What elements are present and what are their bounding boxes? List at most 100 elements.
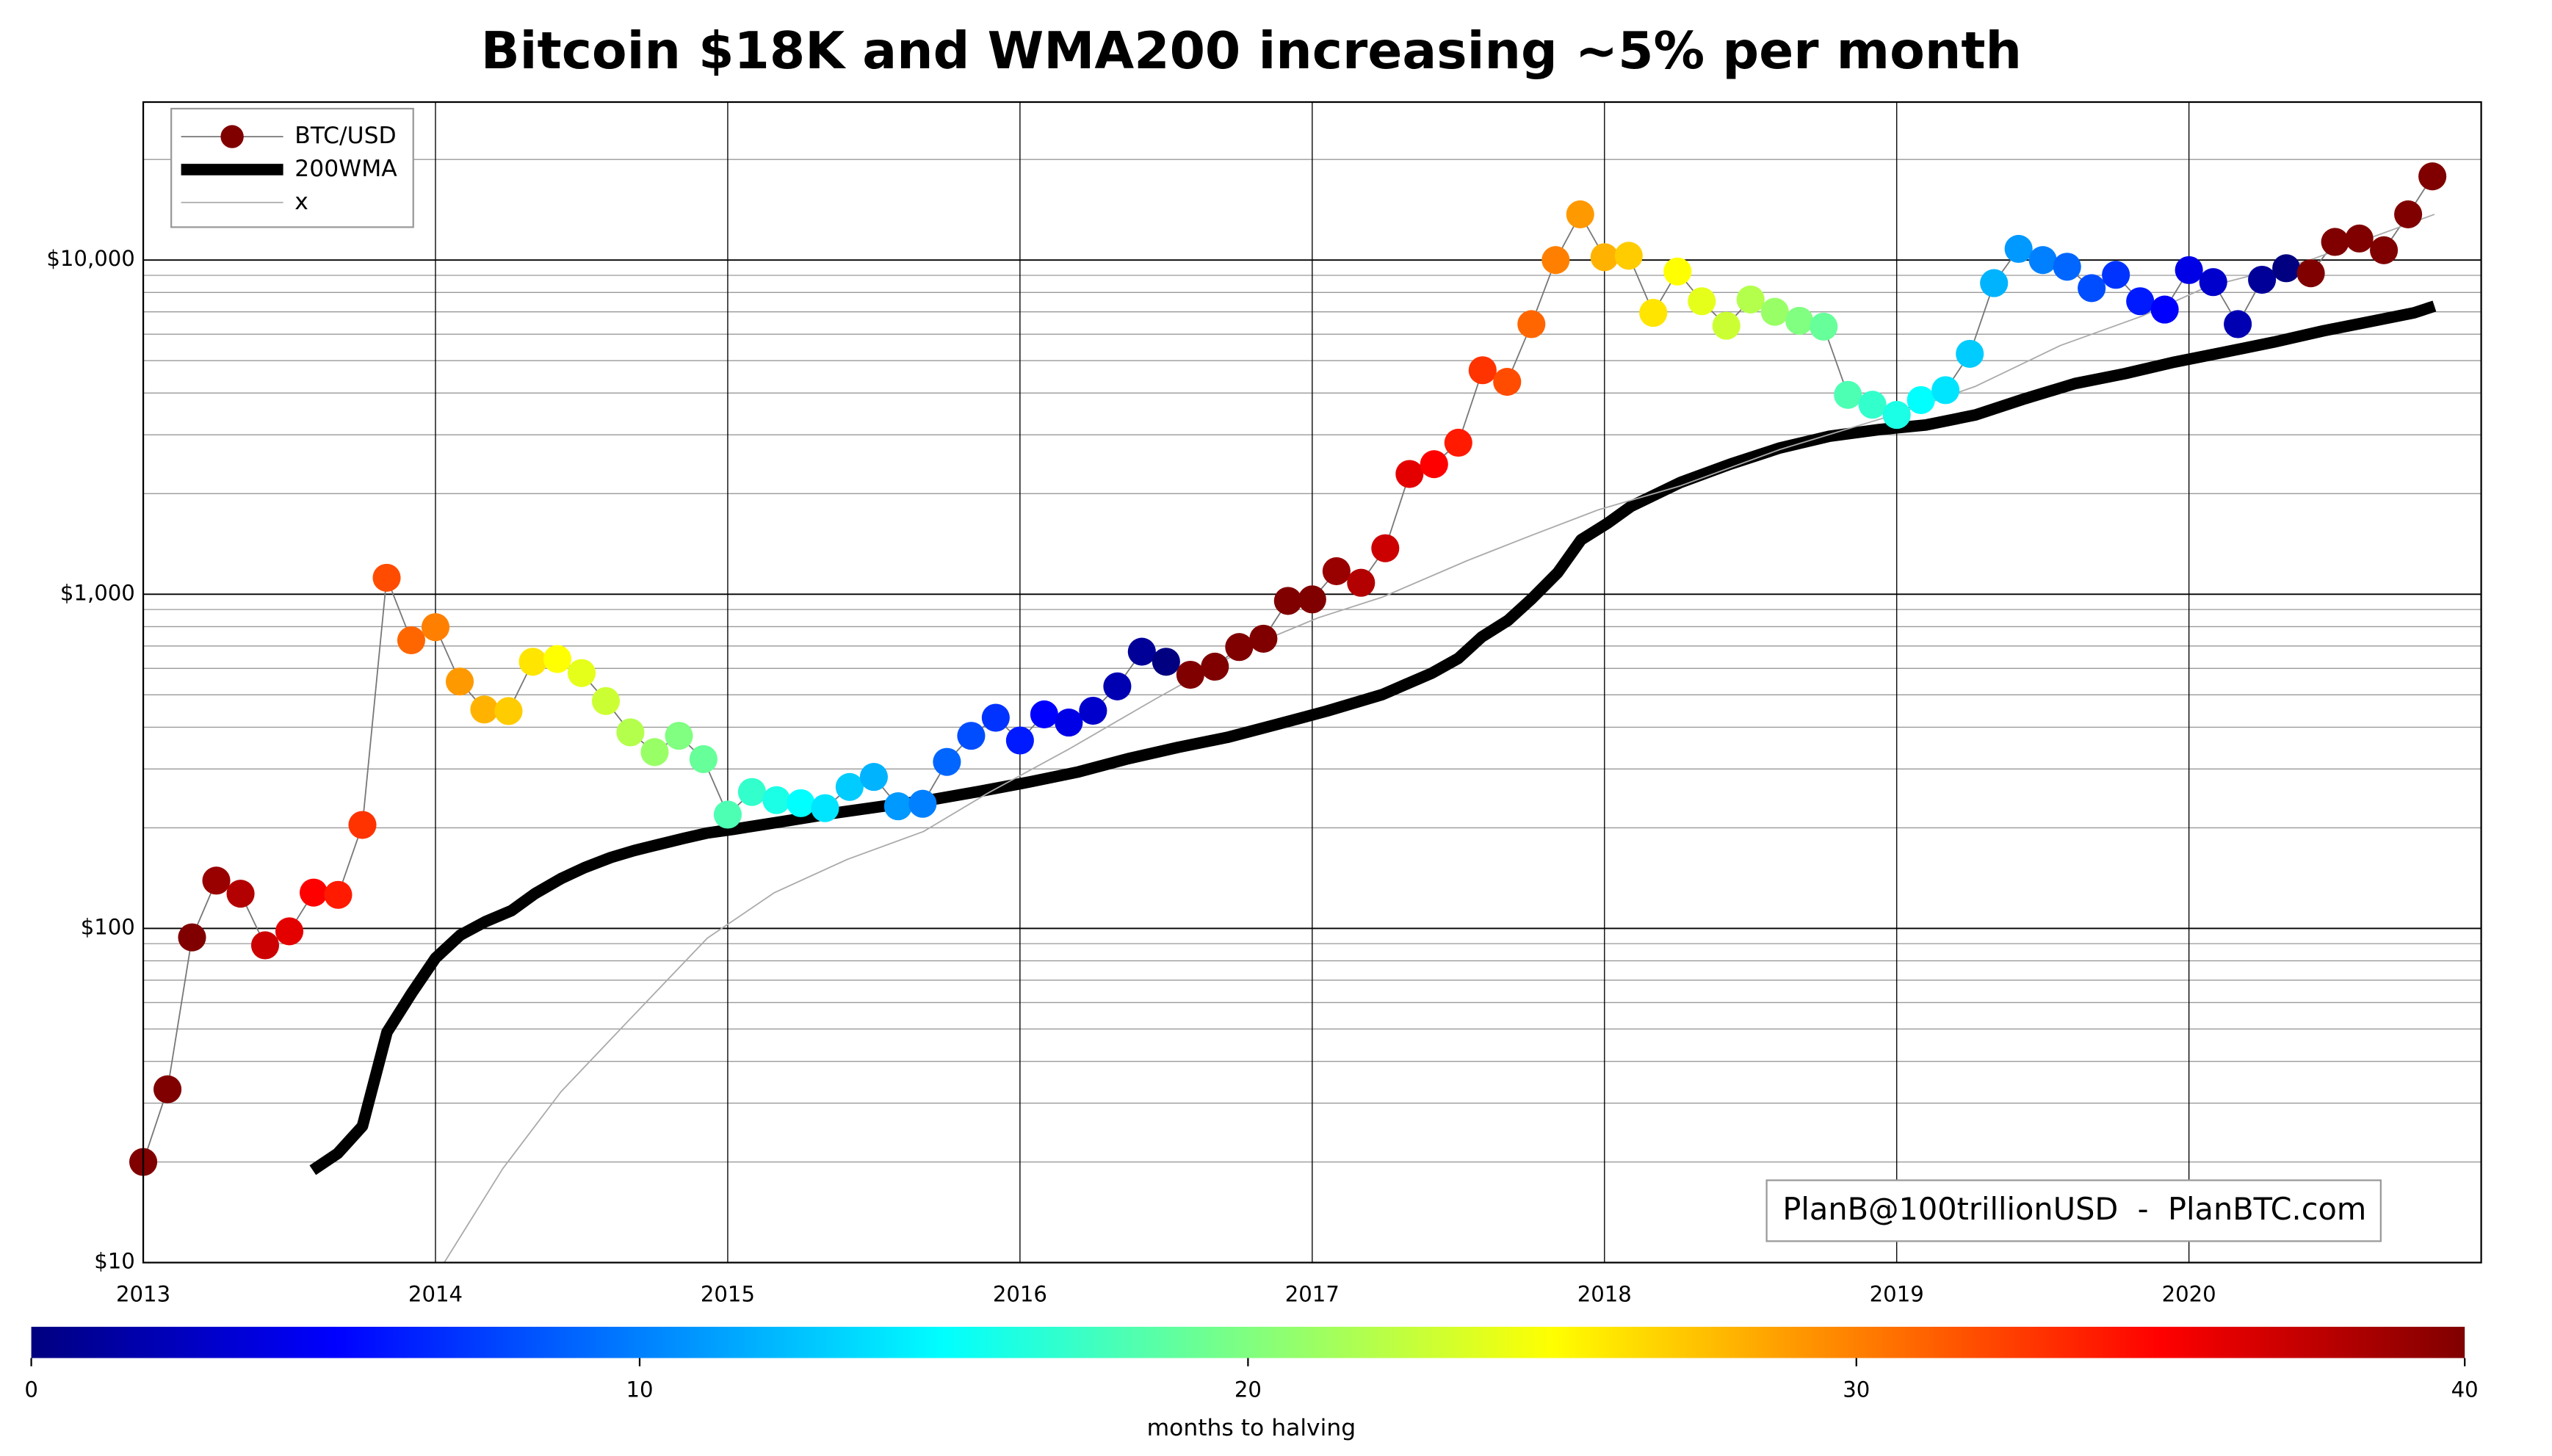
btc-point xyxy=(1639,299,1668,327)
btc-point xyxy=(883,792,912,821)
btc-point xyxy=(1079,696,1107,725)
btc-point xyxy=(957,722,986,750)
btc-point xyxy=(1176,660,1204,689)
btc-point xyxy=(445,667,474,696)
btc-point xyxy=(1493,368,1522,396)
x-tick-label: 2016 xyxy=(993,1281,1047,1306)
btc-point xyxy=(2370,236,2399,264)
btc-point xyxy=(1298,585,1326,614)
btc-point xyxy=(1931,376,1960,405)
colorbar-tick-label: 30 xyxy=(1843,1377,1870,1402)
btc-point xyxy=(299,878,328,907)
colorbar-tick-label: 10 xyxy=(626,1377,653,1402)
btc-point xyxy=(324,880,353,909)
colorbar-tick-label: 40 xyxy=(2451,1377,2479,1402)
btc-point xyxy=(1834,380,1862,409)
legend-label: BTC/USD xyxy=(294,123,396,149)
btc-point xyxy=(1005,726,1034,755)
btc-point xyxy=(859,763,888,792)
btc-point xyxy=(933,747,961,776)
legend-label: 200WMA xyxy=(294,156,397,182)
btc-point xyxy=(2296,259,2325,288)
btc-point xyxy=(2150,295,2179,324)
btc-point xyxy=(835,772,864,801)
btc-point xyxy=(2078,274,2106,303)
btc-point xyxy=(1906,385,1935,414)
annotation-box xyxy=(1765,1179,2382,1242)
btc-point xyxy=(397,626,426,655)
x-tick-label: 2013 xyxy=(116,1281,170,1306)
btc-point xyxy=(908,789,937,818)
btc-point xyxy=(153,1075,182,1104)
y-tick-label: $1,000 xyxy=(60,580,135,605)
x-tick-label: 2017 xyxy=(1285,1281,1340,1306)
btc-point xyxy=(1273,587,1302,615)
series-line xyxy=(309,300,2437,1176)
btc-point xyxy=(348,811,377,839)
btc-point xyxy=(2224,310,2252,338)
btc-point xyxy=(2175,256,2203,284)
btc-point xyxy=(1760,297,1789,326)
plot-frame xyxy=(142,101,2482,1264)
btc-point xyxy=(2345,224,2374,253)
y-tick-label: $10,000 xyxy=(46,246,134,271)
x-tick-label: 2015 xyxy=(701,1281,755,1306)
btc-point xyxy=(1420,450,1448,479)
legend-marker xyxy=(220,125,244,148)
btc-point xyxy=(1980,269,2009,297)
btc-point xyxy=(1663,257,1692,286)
btc-point xyxy=(811,794,839,822)
btc-point xyxy=(250,931,280,960)
btc-point xyxy=(178,923,206,952)
y-tick-label: $10 xyxy=(94,1249,135,1274)
x-tick-label: 2018 xyxy=(1577,1281,1632,1306)
btc-point xyxy=(226,880,255,908)
legend-label: x xyxy=(294,189,308,215)
btc-point xyxy=(1956,339,1984,368)
btc-point xyxy=(1541,246,1570,275)
btc-point xyxy=(494,697,523,725)
btc-point xyxy=(1347,568,1376,597)
btc-point xyxy=(1736,285,1765,314)
btc-point xyxy=(2199,268,2227,297)
btc-point xyxy=(689,745,717,773)
btc-point xyxy=(2028,246,2057,275)
btc-point xyxy=(2004,234,2033,264)
btc-point xyxy=(2272,254,2301,283)
btc-point xyxy=(1444,428,1472,457)
btc-point xyxy=(1152,648,1180,676)
btc-point xyxy=(1322,557,1351,585)
series-line xyxy=(142,175,2433,1162)
btc-point xyxy=(591,687,621,715)
chart-title: Bitcoin $18K and WMA200 increasing ~5% p… xyxy=(481,21,2022,81)
btc-point xyxy=(1858,391,1887,419)
btc-point xyxy=(665,722,693,750)
btc-point xyxy=(981,703,1010,732)
btc-point xyxy=(1566,200,1594,229)
btc-point xyxy=(2053,253,2081,281)
btc-point xyxy=(1030,700,1058,728)
btc-point xyxy=(1249,624,1278,653)
btc-point xyxy=(2321,228,2349,256)
btc-point xyxy=(1688,287,1716,316)
btc-point xyxy=(543,645,571,673)
btc-point xyxy=(1371,534,1400,562)
btc-point xyxy=(202,866,231,895)
colorbar-label: months to halving xyxy=(1147,1415,1356,1441)
btc-point xyxy=(1614,242,1643,270)
btc-point xyxy=(1882,401,1911,430)
btc-point xyxy=(1055,709,1083,737)
series-line xyxy=(444,214,2435,1264)
annotation: PlanB@100trillionUSD - PlanBTC.com xyxy=(1782,1192,2366,1227)
btc-point xyxy=(1127,637,1156,666)
colorbar-tick-label: 0 xyxy=(24,1377,38,1402)
legend: BTC/USD 200WMA x xyxy=(170,107,414,228)
btc-point xyxy=(640,738,669,767)
btc-point xyxy=(1201,652,1229,681)
x-tick-label: 2019 xyxy=(1870,1281,1924,1306)
btc-point xyxy=(762,786,791,814)
btc-point xyxy=(470,695,499,724)
btc-point xyxy=(1395,460,1424,488)
btc-point xyxy=(2102,261,2130,289)
